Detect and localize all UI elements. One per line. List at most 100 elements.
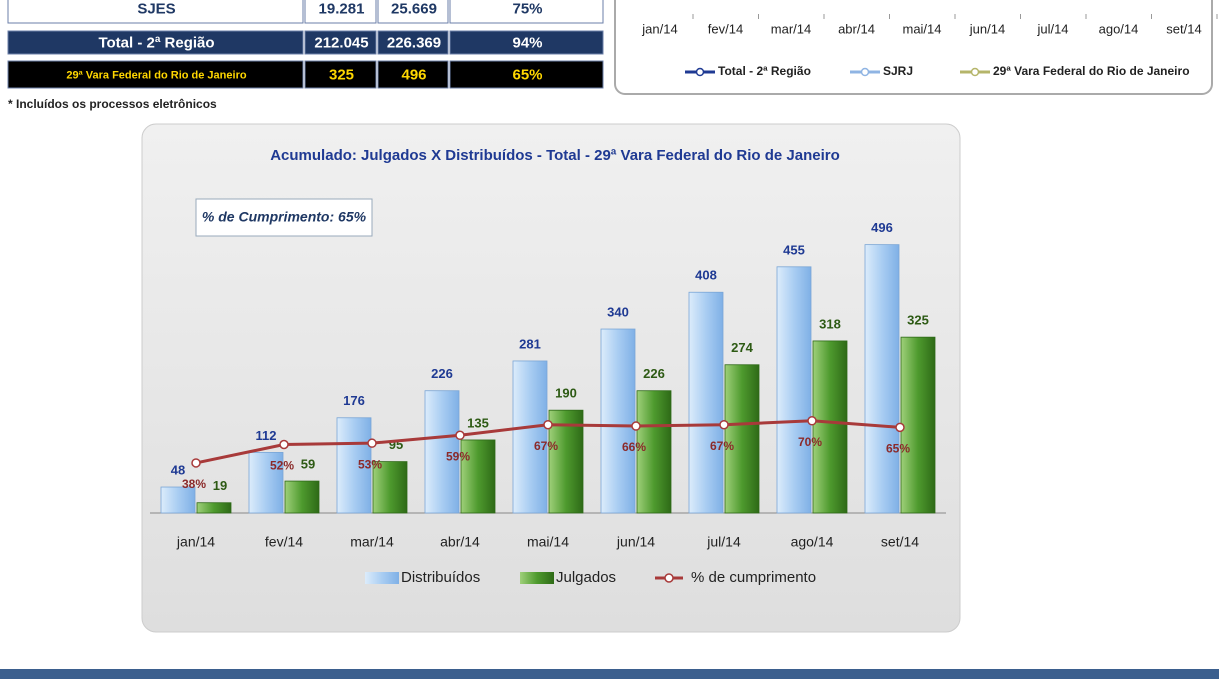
bar	[284, 480, 320, 514]
data-label: 226	[431, 366, 453, 381]
bottom-bar	[0, 669, 1219, 679]
data-label: 135	[467, 415, 489, 430]
x-tick-label: ago/14	[791, 534, 834, 550]
bar	[160, 486, 196, 514]
table-cell	[7, 30, 304, 55]
data-label: 281	[519, 336, 541, 351]
legend-label: Total - 2ª Região	[718, 64, 811, 78]
legend-label: Distribuídos	[401, 569, 480, 586]
x-tick-label: set/14	[881, 534, 919, 550]
table-cell-text: 29ª Vara Federal do Rio de Janeiro	[66, 69, 246, 81]
data-label: 176	[343, 393, 365, 408]
bar	[900, 336, 936, 514]
x-tick-label: mai/14	[527, 534, 569, 550]
table-cell	[377, 0, 449, 24]
table-cell	[304, 30, 377, 55]
x-tick-label: jan/14	[641, 21, 677, 36]
table-cell	[7, 0, 304, 24]
x-tick-label: fev/14	[265, 534, 303, 550]
x-tick-label: ago/14	[1099, 21, 1139, 36]
bar	[248, 451, 284, 514]
data-label: 455	[783, 242, 805, 257]
x-tick-label: jun/14	[969, 21, 1005, 36]
table-cell-text: 19.281	[319, 0, 365, 17]
bar	[372, 461, 408, 514]
data-label: 112	[256, 428, 277, 443]
table-cell	[377, 60, 449, 89]
table-cell-text: 25.669	[391, 0, 437, 17]
legend-swatch	[520, 572, 554, 584]
x-tick-label: mar/14	[771, 21, 811, 36]
x-tick-label: jul/14	[706, 534, 741, 550]
bar	[424, 390, 460, 514]
bar	[724, 364, 760, 514]
legend-marker	[860, 67, 870, 77]
legend-marker	[664, 573, 674, 583]
table-cell-text: 94%	[512, 34, 542, 51]
table-cell-text: 496	[401, 66, 426, 83]
legend-label: Julgados	[556, 569, 616, 586]
x-tick-label: abr/14	[838, 21, 875, 36]
table-cell	[304, 60, 377, 89]
table-cell	[7, 60, 304, 89]
table-cell-text: 325	[329, 66, 354, 83]
data-label: 53%	[358, 457, 382, 471]
legend-marker	[970, 67, 980, 77]
line-marker	[455, 430, 465, 441]
bar	[548, 409, 584, 514]
legend-label: SJRJ	[883, 64, 913, 78]
data-label: 325	[907, 313, 929, 328]
bar	[460, 439, 496, 514]
bar	[196, 502, 232, 514]
table-cell	[304, 0, 377, 24]
line-marker	[191, 458, 201, 468]
legend-label: 29ª Vara Federal do Rio de Janeiro	[993, 64, 1190, 78]
data-label: 59%	[446, 449, 470, 463]
bar	[864, 244, 900, 514]
line-marker	[367, 438, 377, 448]
legend-label: % de cumprimento	[691, 569, 816, 586]
table-cell-text: Total - 2ª Região	[98, 34, 214, 51]
table-cell	[377, 30, 449, 55]
annotation-box	[195, 198, 373, 237]
table-cell	[449, 60, 604, 89]
data-label: 408	[695, 268, 717, 283]
data-label: 70%	[798, 435, 822, 449]
data-label: 67%	[710, 439, 734, 453]
x-tick-label: jun/14	[616, 534, 655, 550]
x-tick-label: set/14	[1166, 21, 1201, 36]
bar	[636, 390, 672, 514]
x-tick-label: fev/14	[708, 21, 743, 36]
data-label: 52%	[270, 459, 294, 473]
bar	[812, 340, 848, 514]
data-label: 340	[607, 304, 629, 319]
table-cell-text: 75%	[512, 0, 542, 17]
data-label: 66%	[622, 440, 646, 454]
annotation: % de Cumprimento: 65%	[202, 209, 367, 225]
x-tick-label: jan/14	[176, 534, 215, 550]
table-cell	[449, 30, 604, 55]
data-label: 38%	[182, 477, 206, 491]
bar	[336, 417, 372, 514]
chart-title: Acumulado: Julgados X Distribuídos - Tot…	[270, 147, 840, 164]
line-marker	[895, 422, 905, 433]
data-label: 496	[871, 220, 893, 235]
table-cell-text: SJES	[137, 0, 175, 17]
x-tick-label: jul/14	[1036, 21, 1068, 36]
data-label: 274	[731, 340, 753, 355]
data-label: 190	[555, 386, 577, 401]
top-chart-panel	[614, 0, 1213, 95]
data-label: 59	[301, 457, 315, 472]
table-cell	[449, 0, 604, 24]
x-tick-label: abr/14	[440, 534, 480, 550]
data-label: 318	[819, 316, 841, 331]
data-label: 65%	[886, 442, 910, 456]
legend-swatch	[365, 572, 399, 584]
data-label: 226	[643, 366, 665, 381]
line-marker	[279, 439, 289, 450]
table-cell-text: 226.369	[387, 34, 441, 51]
x-tick-label: mai/14	[902, 21, 941, 36]
note: * Incluídos os processos eletrônicos	[8, 97, 217, 111]
